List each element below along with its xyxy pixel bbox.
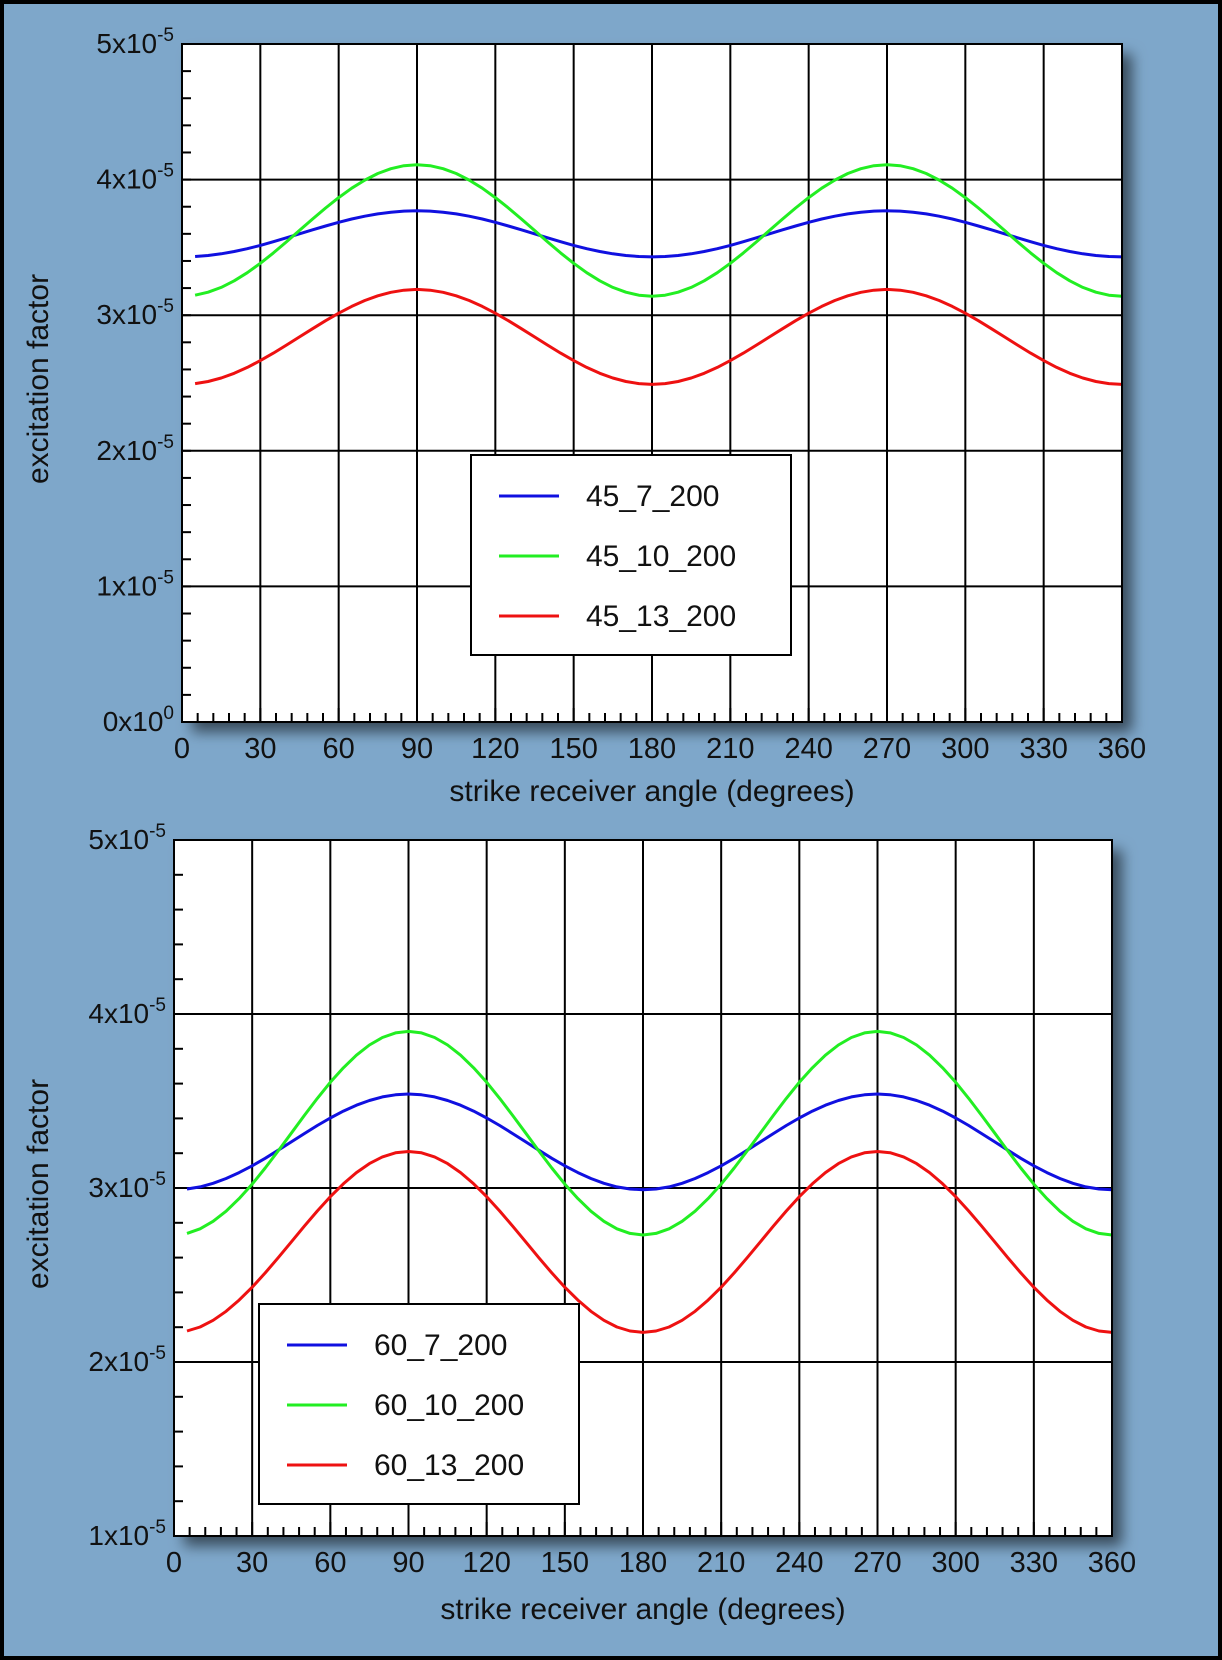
series-line-45_13_200 (194, 287, 1123, 386)
x-tick-label: 360 (1088, 1547, 1136, 1579)
legend-label: 45_7_200 (586, 480, 719, 513)
x-tick-label: 270 (863, 733, 911, 765)
x-tick-label: 330 (1010, 1547, 1058, 1579)
x-tick-label: 330 (1019, 733, 1067, 765)
legend: 60_7_200 60_10_200 60_13_200 (258, 1303, 580, 1505)
figure-canvas: 0 30 60 90 120 150 180 210 240 270 300 330 3600x1001… (22, 25, 1146, 1626)
chart-2: 0 30 60 90 120 150 180 210 240 270 300 330 360 1x10-5… (22, 821, 1136, 1626)
x-tick-label: 210 (697, 1547, 745, 1579)
legend-label: 60_7_200 (374, 1329, 507, 1362)
x-tick-label: 30 (244, 733, 276, 765)
x-tick-label: 210 (706, 733, 754, 765)
series-line-45_7_200 (194, 209, 1123, 259)
y-tick-label: 0x100 (103, 703, 174, 737)
legend-label: 60_10_200 (374, 1389, 524, 1422)
y-tick-label: 3x10-5 (88, 1169, 166, 1203)
x-tick-label: 240 (775, 1547, 823, 1579)
x-tick-label: 120 (462, 1547, 510, 1579)
x-tick-label: 180 (628, 733, 676, 765)
plot-frame (173, 839, 1113, 1537)
y-tick-label: 1x10-5 (96, 567, 174, 601)
x-tick-label: 180 (619, 1547, 667, 1579)
y-axis-label: excitation factor (22, 274, 55, 484)
x-tick-label: 300 (941, 733, 989, 765)
plot-frame (181, 43, 1123, 723)
x-axis-label: strike receiver angle (degrees) (449, 775, 854, 808)
series-line-60_13_200 (186, 1150, 1113, 1334)
x-tick-label: 240 (784, 733, 832, 765)
series-line-45_10_200 (194, 163, 1123, 298)
y-axis-label: excitation factor (22, 1079, 55, 1289)
chart-1: 0 30 60 90 120 150 180 210 240 270 300 330 360 0x100 1… (22, 25, 1146, 808)
legend-label: 60_13_200 (374, 1449, 524, 1482)
x-tick-label: 150 (541, 1547, 589, 1579)
y-tick-label: 5x10-5 (88, 821, 166, 855)
x-tick-label: 30 (236, 1547, 268, 1579)
x-axis-label: strike receiver angle (degrees) (440, 1593, 845, 1626)
legend: 45_7_200 45_10_200 45_13_200 (470, 454, 792, 656)
x-tick-label: 60 (323, 733, 355, 765)
x-tick-label: 270 (853, 1547, 901, 1579)
y-tick-label: 2x10-5 (88, 1343, 166, 1377)
x-tick-label: 120 (471, 733, 519, 765)
x-tick-label: 0 (166, 1547, 182, 1579)
x-tick-label: 150 (549, 733, 597, 765)
y-tick-label: 1x10-5 (88, 1517, 166, 1551)
x-tick-label: 60 (314, 1547, 346, 1579)
figure-background: 0 30 60 90 120 150 180 210 240 270 300 330 360 0x100 1… (4, 4, 1218, 1656)
y-tick-label: 2x10-5 (96, 432, 174, 466)
y-tick-label: 3x10-5 (96, 296, 174, 330)
x-tick-label: 90 (401, 733, 433, 765)
series-line-60_7_200 (186, 1092, 1113, 1192)
y-tick-label: 4x10-5 (96, 161, 174, 195)
x-tick-label: 360 (1098, 733, 1146, 765)
series-line-60_10_200 (186, 1029, 1113, 1237)
x-tick-label: 300 (931, 1547, 979, 1579)
legend-label: 45_10_200 (586, 540, 736, 573)
legend-label: 45_13_200 (586, 600, 736, 633)
y-tick-label: 5x10-5 (96, 25, 174, 59)
y-tick-label: 4x10-5 (88, 995, 166, 1029)
x-tick-label: 0 (174, 733, 190, 765)
x-tick-label: 90 (392, 1547, 424, 1579)
